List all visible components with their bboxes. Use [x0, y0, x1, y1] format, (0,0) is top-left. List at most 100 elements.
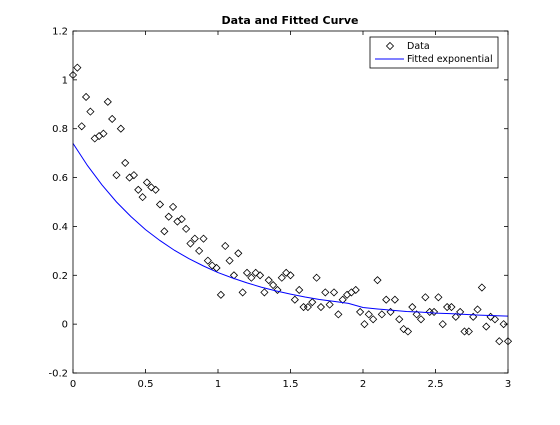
data-point [316, 302, 326, 312]
data-point [264, 276, 273, 285]
data-point [90, 134, 99, 143]
data-point [81, 92, 91, 102]
data-point [495, 337, 504, 346]
data-point [408, 302, 417, 312]
data-point [469, 312, 478, 321]
legend-label-data: Data [407, 41, 430, 52]
data-point [299, 302, 308, 312]
x-tick-label: 3 [505, 379, 511, 390]
data-point [182, 224, 191, 233]
x-tick-label: 2 [360, 379, 366, 390]
data-point [116, 124, 125, 133]
data-point [255, 271, 265, 280]
data-point [412, 310, 421, 319]
data-point [129, 171, 138, 180]
legend-diamond-icon [385, 41, 395, 51]
data-point [242, 268, 252, 277]
plot-layer [68, 63, 513, 346]
data-point [199, 234, 208, 243]
data-point [351, 285, 360, 295]
data-point [486, 312, 495, 321]
x-tick-label: 0 [70, 379, 76, 390]
y-tick-label: 0.4 [52, 222, 68, 233]
data-point [303, 302, 312, 312]
data-point [277, 273, 286, 282]
data-point [95, 131, 104, 141]
data-point [295, 285, 304, 295]
data-point [138, 193, 147, 202]
data-point [251, 268, 260, 277]
y-tick-label: 0.2 [52, 271, 68, 282]
data-point [121, 158, 130, 167]
x-tick-label: 1.5 [283, 379, 299, 390]
axes-box [72, 30, 509, 374]
data-point [103, 97, 112, 106]
data-point [168, 202, 178, 211]
data-point [403, 327, 413, 336]
data-point [369, 315, 378, 324]
data-point [151, 185, 160, 194]
data-point [382, 295, 391, 304]
data-point [112, 171, 121, 180]
data-point [438, 320, 447, 329]
data-point [399, 324, 408, 334]
data-point [429, 307, 439, 316]
data-point [73, 63, 82, 72]
data-point [477, 283, 486, 292]
data-point [456, 307, 465, 316]
data-point [247, 273, 256, 282]
axes-layer: 0 0.5 1 1.5 2 2.5 3-0.200.20.40.60.811.2 [48, 27, 511, 391]
data-point [99, 129, 108, 138]
data-point [482, 322, 491, 331]
data-point [173, 217, 182, 226]
y-tick-label: 1 [62, 75, 68, 86]
data-point [451, 312, 460, 321]
data-point [282, 268, 291, 277]
data-point [356, 307, 365, 316]
data-point [225, 256, 234, 265]
data-point [273, 285, 282, 295]
y-tick-label: 0.8 [52, 124, 68, 135]
data-point [434, 293, 443, 302]
data-point [134, 185, 143, 194]
data-point [260, 288, 269, 297]
data-point [464, 327, 473, 336]
legend: Data Fitted exponential [369, 36, 499, 69]
data-point [347, 288, 356, 297]
data-point [221, 241, 230, 251]
data-point [290, 295, 299, 304]
fitted-curve [72, 143, 509, 317]
legend-label-fitted: Fitted exponential [407, 54, 493, 65]
y-tick-label: 0.6 [52, 173, 68, 184]
data-point [342, 290, 352, 299]
data-point [108, 114, 117, 124]
data-point [334, 310, 343, 319]
data-point [321, 288, 330, 297]
data-point [147, 183, 156, 192]
y-tick-label: -0.2 [48, 369, 68, 380]
data-point [360, 320, 369, 329]
x-tick-label: 0.5 [138, 379, 154, 390]
data-point [177, 215, 186, 224]
data-point [86, 107, 95, 116]
data-point [329, 288, 339, 297]
y-tick-label: 0 [62, 320, 68, 331]
legend-box [369, 36, 499, 69]
x-tick-label: 2.5 [428, 379, 444, 390]
y-tick-label: 1.2 [52, 27, 68, 38]
data-point [308, 298, 317, 307]
data-point [186, 239, 195, 248]
data-point [125, 173, 134, 182]
data-point [421, 293, 430, 302]
data-point [234, 249, 243, 258]
data-point [77, 122, 86, 131]
data-point [325, 300, 334, 309]
legend-marker-data [385, 41, 395, 51]
data-point [377, 310, 386, 319]
data-point [425, 307, 434, 316]
data-point [460, 327, 469, 336]
data-point [238, 288, 247, 297]
data-point [364, 310, 373, 319]
